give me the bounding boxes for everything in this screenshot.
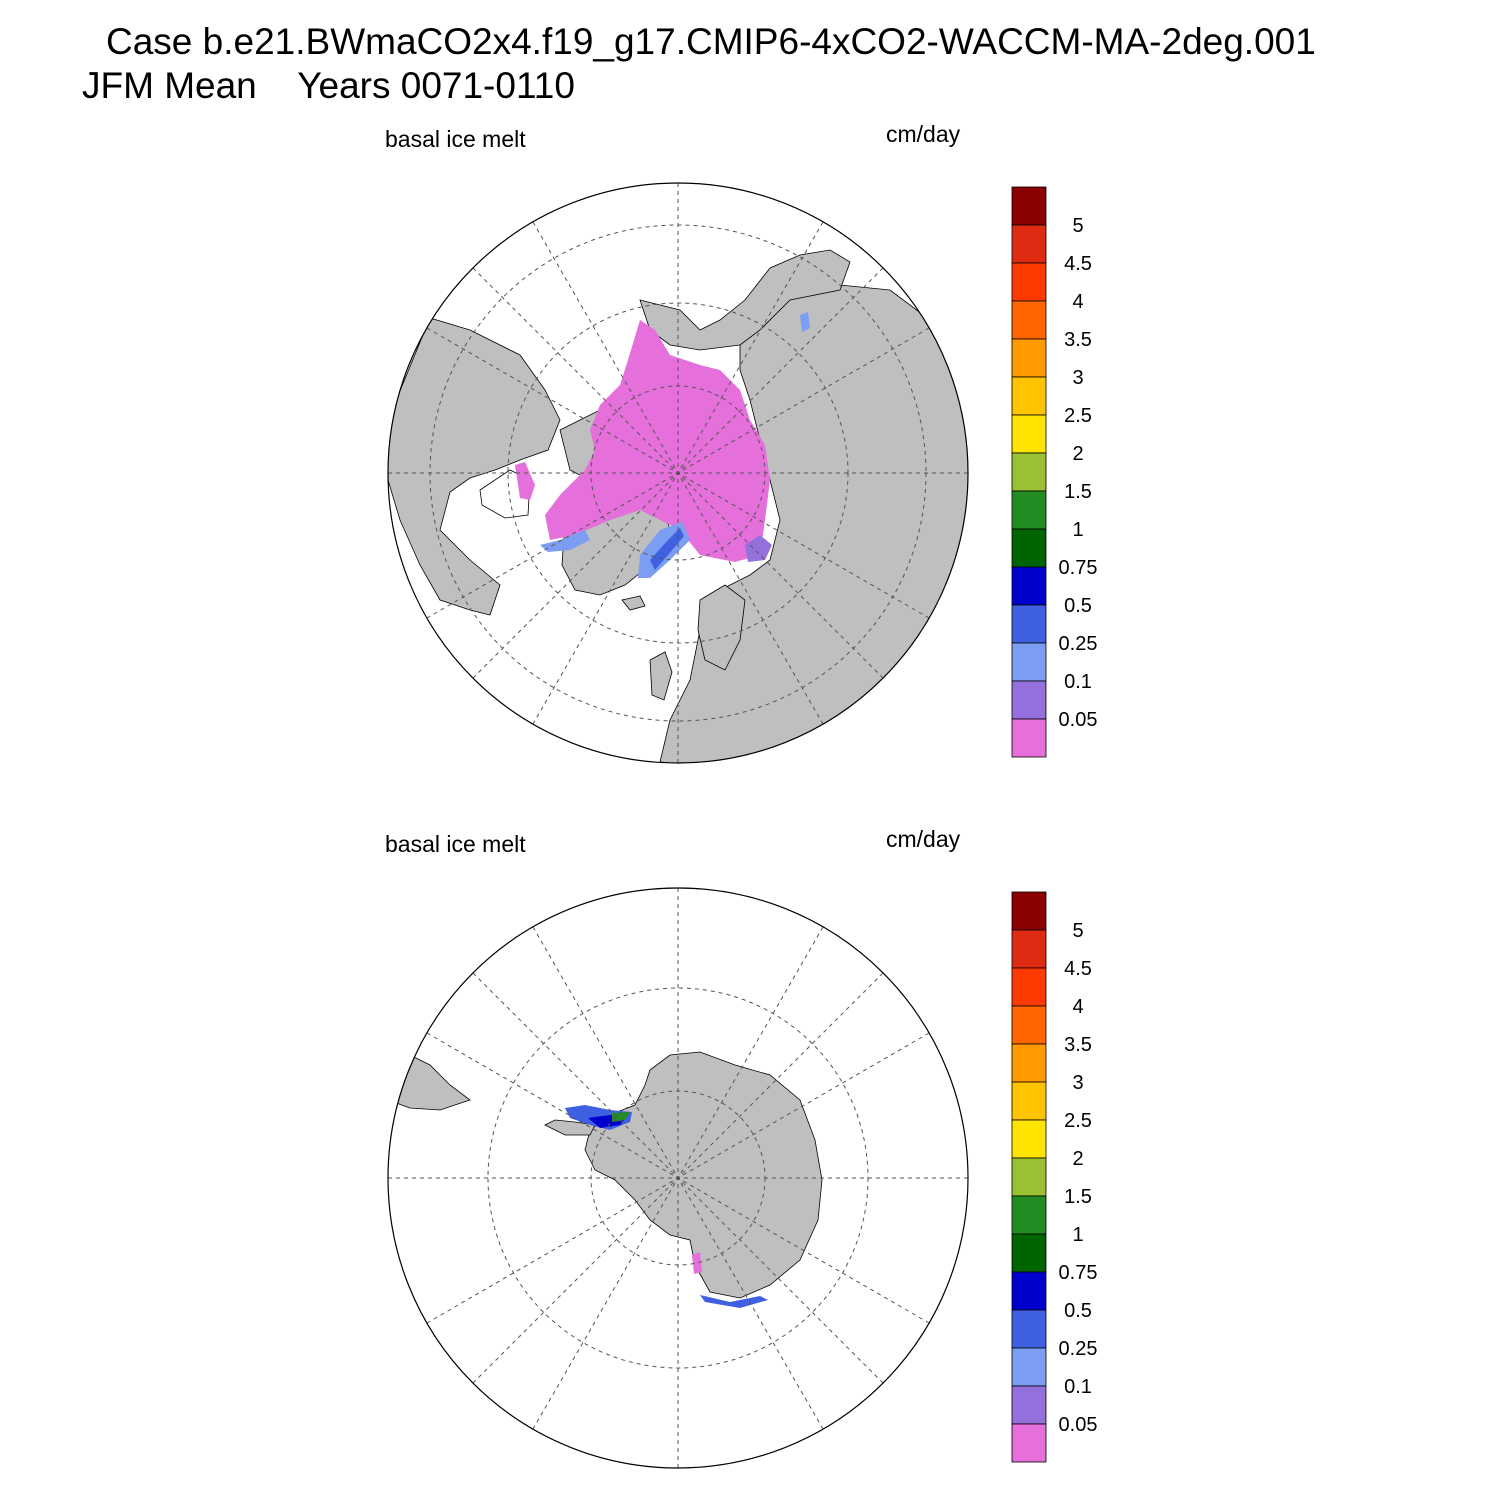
- north-colorbar-label-4: 3: [1072, 367, 1083, 389]
- north-america-land: [388, 317, 561, 616]
- north-units-label: cm/day: [886, 121, 961, 147]
- north-colorbar-box-13: [1011, 680, 1047, 720]
- south-colorbar-label-2: 4: [1072, 996, 1083, 1018]
- south-units-label: cm/day: [886, 826, 961, 852]
- melt-region-weddell-high: [612, 1112, 630, 1122]
- south-map-border: [387, 887, 969, 1469]
- south-colorbar-label-8: 1: [1072, 1224, 1083, 1246]
- british-isles-land: [649, 651, 673, 701]
- south-colorbar-box-3: [1011, 1005, 1047, 1045]
- south-colorbar-box-12: [1011, 1347, 1047, 1387]
- north-polar-map: [387, 182, 969, 764]
- south-colorbar-box-11: [1011, 1309, 1047, 1349]
- south-colorbar-label-13: 0.05: [1059, 1414, 1098, 1436]
- north-colorbar-box-4: [1011, 338, 1047, 378]
- bering-region-land: [639, 249, 851, 351]
- north-colorbar-box-2: [1011, 262, 1047, 302]
- melt-region-bering: [800, 312, 810, 332]
- north-colorbar-label-12: 0.1: [1064, 671, 1092, 693]
- south-colorbar-box-0: [1011, 891, 1047, 931]
- south-colorbar-box-14: [1011, 1423, 1047, 1463]
- south-colorbar-box-13: [1011, 1385, 1047, 1425]
- south-colorbar-box-7: [1011, 1157, 1047, 1197]
- plot-title-period: JFM Mean Years 0071-0110: [82, 65, 575, 106]
- north-colorbar-box-14: [1011, 718, 1047, 758]
- south-colorbar-box-5: [1011, 1081, 1047, 1121]
- north-colorbar-box-7: [1011, 452, 1047, 492]
- north-colorbar-label-5: 2.5: [1064, 405, 1092, 427]
- south-basal-melt-field: [565, 1105, 768, 1308]
- melt-region-amundsen: [700, 1295, 768, 1308]
- melt-region-barents: [745, 535, 772, 562]
- north-colorbar-label-0: 5: [1072, 215, 1083, 237]
- south-colorbar-box-2: [1011, 967, 1047, 1007]
- north-colorbar-label-10: 0.5: [1064, 595, 1092, 617]
- north-land-masses: [388, 249, 968, 763]
- south-colorbar-label-1: 4.5: [1064, 958, 1092, 980]
- north-colorbar-label-1: 4.5: [1064, 253, 1092, 275]
- south-colorbar-label-12: 0.1: [1064, 1376, 1092, 1398]
- plot-title-case: Case b.e21.BWmaCO2x4.f19_g17.CMIP6-4xCO2…: [106, 21, 1316, 62]
- north-colorbar-label-7: 1.5: [1064, 481, 1092, 503]
- north-colorbar-box-11: [1011, 604, 1047, 644]
- south-colorbar-label-9: 0.75: [1059, 1262, 1098, 1284]
- north-colorbar-box-6: [1011, 414, 1047, 454]
- melt-region-ross: [692, 1252, 702, 1274]
- north-colorbar-label-2: 4: [1072, 291, 1083, 313]
- south-colorbar-box-10: [1011, 1271, 1047, 1311]
- south-colorbar-label-11: 0.25: [1059, 1338, 1098, 1360]
- south-colorbar-label-3: 3.5: [1064, 1034, 1092, 1056]
- south-colorbar-box-1: [1011, 929, 1047, 969]
- north-colorbar-label-11: 0.25: [1059, 633, 1098, 655]
- north-variable-label: basal ice melt: [385, 126, 526, 152]
- scandinavia-land: [697, 584, 746, 671]
- south-colorbar-box-9: [1011, 1233, 1047, 1273]
- north-colorbar-label-6: 2: [1072, 443, 1083, 465]
- north-colorbar-box-0: [1011, 186, 1047, 226]
- north-colorbar-box-8: [1011, 490, 1047, 530]
- south-colorbar-label-6: 2: [1072, 1148, 1083, 1170]
- south-graticule: [388, 888, 968, 1468]
- south-polar-map: [387, 887, 969, 1469]
- melt-region-central-arctic: [545, 320, 770, 562]
- north-colorbar-label-13: 0.05: [1059, 709, 1098, 731]
- south-colorbar-label-4: 3: [1072, 1072, 1083, 1094]
- south-colorbar-box-6: [1011, 1119, 1047, 1159]
- north-colorbar-box-5: [1011, 376, 1047, 416]
- south-colorbar-label-5: 2.5: [1064, 1110, 1092, 1132]
- north-graticule: [388, 183, 968, 763]
- melt-region-fram-strait: [650, 528, 684, 570]
- north-map-border: [387, 182, 969, 764]
- north-colorbar-box-9: [1011, 528, 1047, 568]
- north-colorbar-label-3: 3.5: [1064, 329, 1092, 351]
- south-colorbar-box-8: [1011, 1195, 1047, 1235]
- north-colorbar-label-9: 0.75: [1059, 557, 1098, 579]
- north-colorbar-box-3: [1011, 300, 1047, 340]
- south-colorbar: 5 4.5 4 3.5 3 2.5 2 1.5 1 0.75 0.5 0.25 0.1 0.05: [1011, 891, 1098, 1463]
- south-colorbar-label-0: 5: [1072, 920, 1083, 942]
- north-colorbar-box-10: [1011, 566, 1047, 606]
- melt-region-labrador: [540, 530, 590, 552]
- south-colorbar-label-10: 0.5: [1064, 1300, 1092, 1322]
- north-colorbar: 5 4.5 4 3.5 3 2.5 2 1.5 1 0.75 0.5 0.25 0.1 0.05: [1011, 186, 1098, 758]
- north-colorbar-label-8: 1: [1072, 519, 1083, 541]
- north-colorbar-box-12: [1011, 642, 1047, 682]
- north-colorbar-box-1: [1011, 224, 1047, 264]
- north-basal-melt-field: [515, 312, 810, 578]
- south-colorbar-box-4: [1011, 1043, 1047, 1083]
- melt-region-baffin: [515, 462, 535, 500]
- south-variable-label: basal ice melt: [385, 831, 526, 857]
- iceland-land: [621, 595, 646, 611]
- hudson-bay: [479, 469, 531, 519]
- south-colorbar-label-7: 1.5: [1064, 1186, 1092, 1208]
